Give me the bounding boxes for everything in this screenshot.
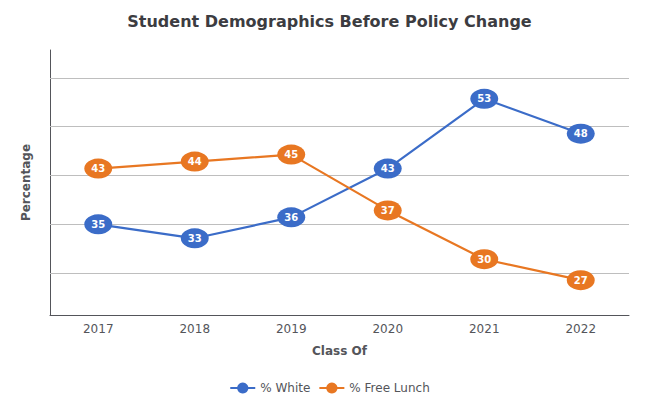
svg-text:35: 35 <box>91 219 105 230</box>
svg-text:44: 44 <box>188 156 202 167</box>
svg-text:2021: 2021 <box>469 322 500 336</box>
svg-text:2018: 2018 <box>179 322 210 336</box>
svg-text:2019: 2019 <box>276 322 307 336</box>
svg-text:Class Of: Class Of <box>312 344 368 358</box>
svg-text:53: 53 <box>477 93 491 104</box>
svg-text:% Free Lunch: % Free Lunch <box>349 381 429 395</box>
svg-text:2020: 2020 <box>372 322 403 336</box>
svg-text:27: 27 <box>574 275 588 286</box>
svg-text:30: 30 <box>477 254 491 265</box>
svg-text:2017: 2017 <box>83 322 114 336</box>
svg-text:36: 36 <box>284 212 298 223</box>
svg-text:43: 43 <box>91 163 105 174</box>
svg-text:43: 43 <box>381 163 395 174</box>
svg-text:45: 45 <box>284 149 298 160</box>
svg-text:% White: % White <box>260 381 310 395</box>
svg-text:48: 48 <box>574 128 588 139</box>
svg-text:Percentage: Percentage <box>19 144 33 221</box>
svg-text:33: 33 <box>188 233 202 244</box>
svg-text:Student Demographics Before Po: Student Demographics Before Policy Chang… <box>127 12 532 31</box>
svg-text:2022: 2022 <box>565 322 596 336</box>
svg-text:37: 37 <box>381 205 395 216</box>
